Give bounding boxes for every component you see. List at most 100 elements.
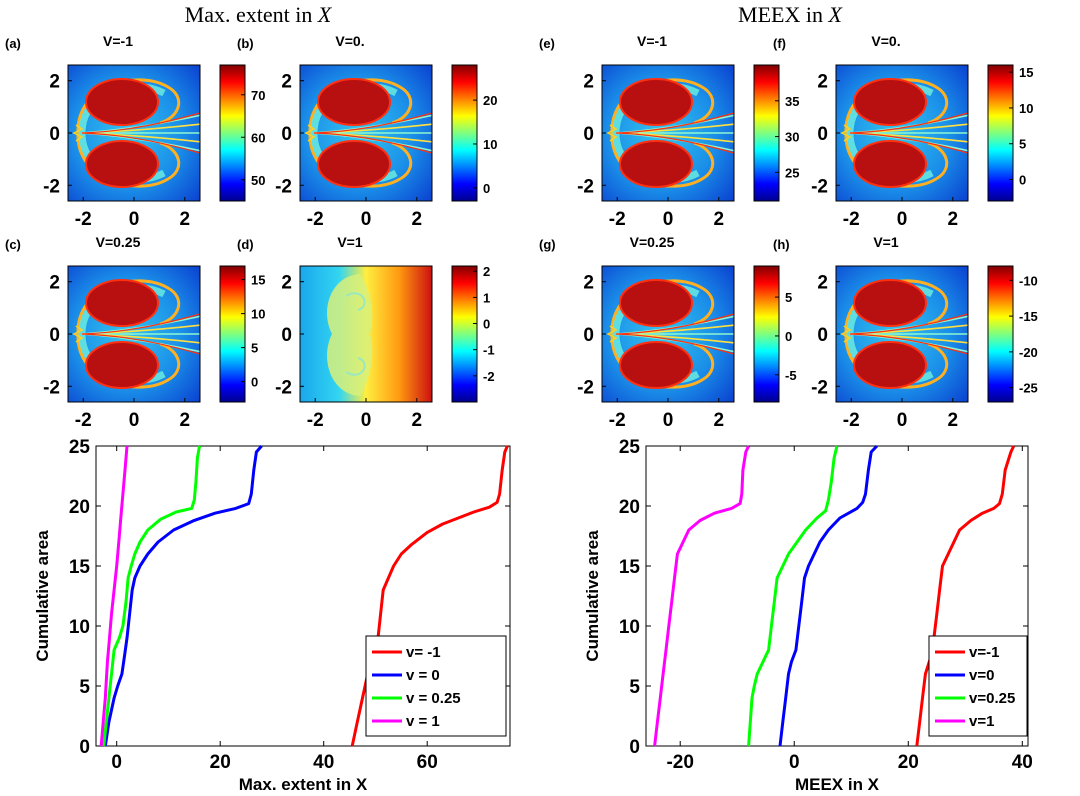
y-tick-label: 0 — [583, 325, 594, 346]
line-chart: -20 0 20 40 0 5 10 15 20 25 MEEX in X Cumulative ar… — [583, 437, 1033, 794]
y-tick-label: 2 — [49, 273, 60, 294]
colorbar — [753, 265, 780, 403]
colorbar-tick-label: 50 — [251, 173, 265, 188]
legend-entry: v=1 — [969, 713, 994, 730]
x-tick-label: -20 — [666, 752, 693, 773]
colorbar-tick-label: 20 — [483, 93, 497, 108]
edge-turbulence — [72, 124, 84, 142]
panel-label: (e) — [539, 36, 555, 51]
edge-turbulence — [304, 124, 316, 142]
y-tick-label: 0 — [629, 737, 640, 758]
x-tick-label: 0 — [111, 752, 122, 773]
legend: v= -1 v = 0 v = 0.25 v = 1 — [365, 635, 507, 737]
legend-entry: v = 0 — [406, 667, 440, 684]
x-tick-label: 60 — [417, 752, 438, 773]
legend-entry: v=0.25 — [969, 690, 1015, 707]
y-tick-label: 25 — [69, 437, 91, 458]
colorbar-tick-label: -15 — [1019, 309, 1038, 324]
colorbar-tick-label: 35 — [785, 94, 799, 109]
colorbar-tick-label: 70 — [251, 88, 265, 103]
right-section-title: MEEX in X — [738, 2, 843, 27]
y-tick-label: 2 — [817, 273, 828, 294]
y-tick-label: 2 — [49, 72, 60, 93]
colorbar — [987, 265, 1014, 403]
x-tick-label: 2 — [179, 410, 190, 431]
panel-title: V=0. — [871, 33, 900, 49]
series-line — [747, 445, 839, 747]
panel-label: (g) — [539, 237, 556, 252]
colorbar-tick-label: 15 — [251, 273, 265, 288]
panel-label: (h) — [773, 237, 790, 252]
tail-streak — [313, 112, 433, 134]
x-tick-label: -2 — [75, 209, 92, 230]
y-tick-label: -2 — [811, 377, 828, 398]
y-tick-label: -2 — [577, 176, 594, 197]
heatmap-panel: (a) V=-1 -2 0 2 2 0 -2 70 60 50 — [5, 33, 265, 230]
lower-lobe — [619, 140, 693, 188]
y-tick-label: -2 — [577, 377, 594, 398]
y-tick-label: 2 — [817, 72, 828, 93]
legend-entry: v=0 — [969, 667, 994, 684]
colorbar-tick-label: 1 — [483, 290, 490, 305]
upper-lobe — [853, 279, 927, 327]
upper-lobe — [317, 78, 391, 126]
colorbar-tick-label: -1 — [483, 343, 495, 358]
legend-entry: v= -1 — [406, 644, 441, 661]
legend: v=-1 v=0 v=0.25 v=1 — [928, 635, 1028, 737]
lower-lobe — [619, 341, 693, 389]
tail-streak — [615, 112, 735, 134]
panel-label: (f) — [773, 36, 786, 51]
colorbar-tick-label: 10 — [251, 307, 265, 322]
flow-region — [327, 274, 373, 396]
y-tick-label: 5 — [79, 677, 90, 698]
x-tick-label: -2 — [843, 410, 860, 431]
edge-turbulence — [606, 325, 618, 343]
left-section-title: Max. extent in X — [185, 2, 333, 27]
x-tick-label: 0 — [897, 209, 908, 230]
left-section-title-text: Max. extent in — [185, 2, 318, 27]
colorbar-tick-label: -5 — [785, 368, 797, 383]
y-tick-label: 15 — [69, 557, 91, 578]
x-tick-label: 40 — [313, 752, 334, 773]
tail-streak — [81, 112, 201, 134]
y-tick-label: 0 — [49, 124, 60, 145]
y-tick-label: -2 — [811, 176, 828, 197]
colorbar-tick-label: 0 — [483, 317, 490, 332]
colorbar-tick-label: 5 — [1019, 137, 1026, 152]
panel-title: V=0. — [335, 33, 364, 49]
panel-title: V=0.25 — [96, 234, 141, 250]
y-tick-label: 0 — [281, 124, 292, 145]
series-line — [778, 444, 878, 747]
x-tick-label: 2 — [411, 410, 422, 431]
x-tick-label: -2 — [307, 209, 324, 230]
panel-label: (d) — [237, 237, 254, 252]
y-tick-label: 0 — [49, 325, 60, 346]
x-axis-label: MEEX in X — [795, 775, 880, 794]
x-tick-label: 0 — [897, 410, 908, 431]
y-tick-label: 2 — [583, 273, 594, 294]
x-tick-label: 0 — [129, 410, 140, 431]
tail-streak — [313, 132, 433, 154]
colorbar — [451, 64, 478, 202]
colorbar-tick-label: 0 — [785, 329, 792, 344]
tail-streak — [615, 333, 735, 355]
y-tick-label: -2 — [43, 377, 60, 398]
tail-streak — [849, 333, 969, 355]
panel-title: V=-1 — [637, 33, 667, 49]
y-axis-label: Cumulative area — [583, 530, 602, 662]
panel-title: V=0.25 — [630, 234, 675, 250]
colorbar — [219, 265, 246, 403]
upper-lobe — [619, 78, 693, 126]
x-tick-label: -2 — [609, 410, 626, 431]
tail-streak — [81, 313, 201, 335]
y-tick-label: -2 — [275, 176, 292, 197]
colorbar-tick-label: 15 — [1019, 65, 1033, 80]
edge-turbulence — [606, 124, 618, 142]
colorbar-tick-label: 30 — [785, 130, 799, 145]
tail-streak — [849, 132, 969, 154]
y-tick-label: 20 — [69, 497, 90, 518]
x-tick-label: 40 — [1012, 752, 1033, 773]
colorbar-tick-label: -10 — [1019, 273, 1038, 288]
swirl — [345, 357, 366, 376]
